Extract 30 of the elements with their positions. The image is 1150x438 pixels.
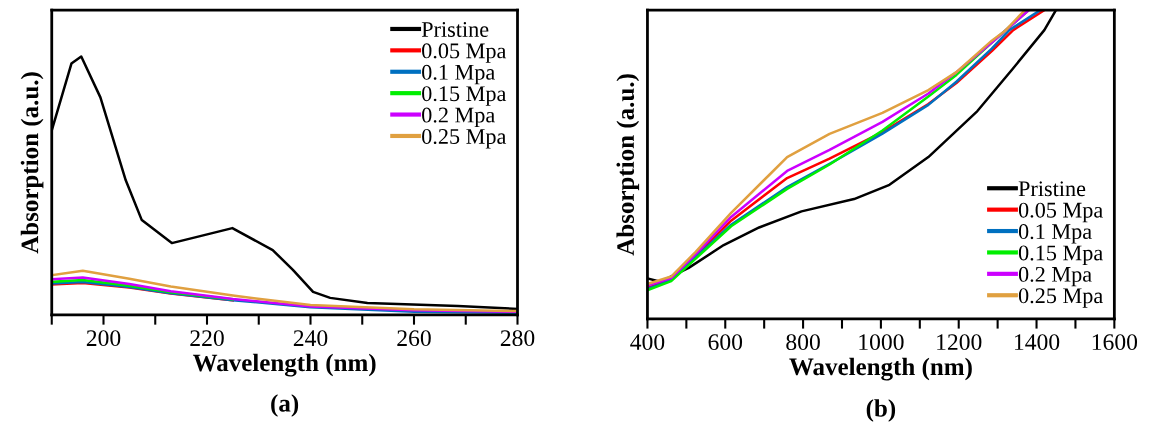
x-tick-label: 280 [500,330,535,347]
legend-label: Pristine [1018,181,1086,197]
x-tick-label: 200 [86,330,121,347]
legend-label: 0.1 Mpa [1018,224,1092,244]
legend-label: 0.2 Mpa [422,107,495,128]
x-axis-title: Wavelength (nm) [789,357,972,381]
legend-label: 0.05 Mpa [1018,202,1103,223]
legend-label: 0.15 Mpa [1018,245,1103,265]
legend-label: 0.15 Mpa [422,86,507,106]
legend-label: 0.05 Mpa [422,43,507,63]
legend-label: 0.25 Mpa [422,128,507,149]
x-tick-label: 1600 [1092,334,1138,351]
x-tick-label: 220 [190,330,224,347]
text: (b) [866,399,896,422]
text: (a) [271,394,299,417]
x-tick-label: 600 [708,334,743,351]
x-tick-label: 1200 [937,334,982,351]
legend-label: 0.2 Mpa [1018,266,1092,287]
legend-label: 0.1 Mpa [422,64,495,85]
y-axis-title: Absorption (a.u.) [20,72,44,254]
legend-label: 0.25 Mpa [1018,288,1103,308]
x-tick-label: 1000 [859,334,904,351]
y-axis-title: Absorption (a.u.) [616,74,640,256]
legend-label: Pristine [421,22,489,37]
x-tick-label: 400 [630,334,665,351]
x-tick-label: 260 [397,330,431,347]
x-axis-title: Wavelength (nm) [192,353,376,377]
x-tick-label: 800 [786,334,820,351]
x-tick-label: 1400 [1015,334,1060,351]
x-tick-label: 240 [293,330,328,347]
